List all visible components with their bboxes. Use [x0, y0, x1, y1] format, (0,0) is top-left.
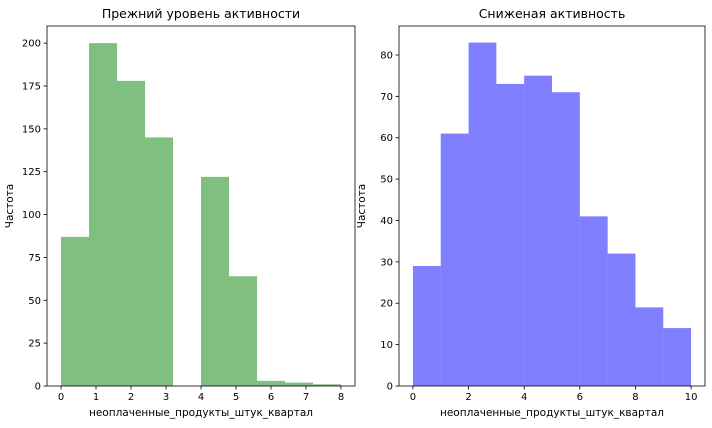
- y-tick-label: 10: [380, 340, 393, 351]
- y-tick-label: 50: [380, 175, 393, 186]
- panel-reduced-activity: 0 2 4 6 8 10 0 10 20 30 40 50 60 70 80 Сниженая активно…: [356, 6, 706, 419]
- histogram-bar: [117, 80, 145, 387]
- x-tick-label: 4: [521, 392, 527, 403]
- chart-title: Прежний уровень активности: [102, 6, 300, 21]
- panel-previous-activity: 0 1 2 3 4 5 6 7 8 0 25 50 75 100 125 150 175 200 Прежний у…: [4, 6, 356, 419]
- x-tick-label: 6: [268, 392, 274, 403]
- x-axis-label: неоплаченные_продукты_штук_квартал: [89, 407, 313, 419]
- y-tick-label: 75: [28, 253, 41, 264]
- histogram-bar: [257, 380, 285, 386]
- histogram-bar: [607, 253, 636, 386]
- histogram-bar: [496, 83, 525, 387]
- x-tick-label: 10: [685, 392, 698, 403]
- y-axis-label: Частота: [4, 184, 16, 229]
- x-tick-label: 8: [632, 392, 638, 403]
- x-tick-label: 6: [577, 392, 583, 403]
- histogram-bar: [89, 43, 117, 386]
- x-tick-label: 4: [198, 392, 204, 403]
- histogram-bar: [201, 176, 229, 386]
- x-tick-label: 8: [338, 392, 344, 403]
- histogram-bar: [440, 133, 469, 386]
- x-tick-label: 5: [233, 392, 239, 403]
- histogram-bar: [61, 236, 89, 386]
- y-tick-label: 175: [22, 82, 41, 93]
- y-tick-label: 200: [22, 39, 41, 50]
- chart-title: Сниженая активность: [479, 6, 626, 21]
- y-tick-label: 100: [22, 210, 41, 221]
- y-tick-label: 40: [380, 216, 393, 227]
- histogram-bar: [552, 92, 580, 387]
- x-tick-label: 2: [128, 392, 134, 403]
- y-tick-label: 20: [380, 299, 393, 310]
- x-tick-label: 3: [163, 392, 169, 403]
- y-tick-label: 30: [380, 257, 393, 268]
- y-axis-label: Частота: [356, 184, 368, 229]
- x-tick-label: 0: [58, 392, 64, 403]
- x-tick-label: 7: [303, 392, 309, 403]
- y-tick-label: 60: [380, 133, 393, 144]
- y-tick-label: 0: [35, 382, 41, 393]
- plot-frame: [398, 25, 706, 387]
- histogram-bar: [412, 266, 441, 386]
- histogram-bar: [313, 384, 341, 386]
- y-tick-label: 150: [22, 124, 41, 135]
- histogram-bar: [579, 216, 608, 386]
- histogram-bar: [285, 382, 313, 386]
- x-tick-label: 2: [465, 392, 471, 403]
- y-tick-label: 0: [387, 382, 393, 393]
- histogram-bar: [663, 328, 692, 386]
- histogram-bar: [229, 276, 257, 386]
- y-tick-label: 50: [28, 296, 41, 307]
- y-tick-label: 70: [380, 92, 393, 103]
- x-axis-label: неоплаченные_продукты_штук_квартал: [440, 407, 664, 419]
- x-tick-label: 0: [410, 392, 416, 403]
- y-tick-label: 125: [22, 167, 41, 178]
- x-tick-label: 1: [93, 392, 99, 403]
- histogram-bar: [468, 42, 497, 387]
- histogram-bar: [524, 75, 552, 386]
- y-tick-label: 80: [380, 50, 393, 61]
- histogram-bar: [145, 137, 173, 386]
- histogram-bar: [635, 307, 664, 386]
- y-tick-label: 25: [28, 339, 41, 350]
